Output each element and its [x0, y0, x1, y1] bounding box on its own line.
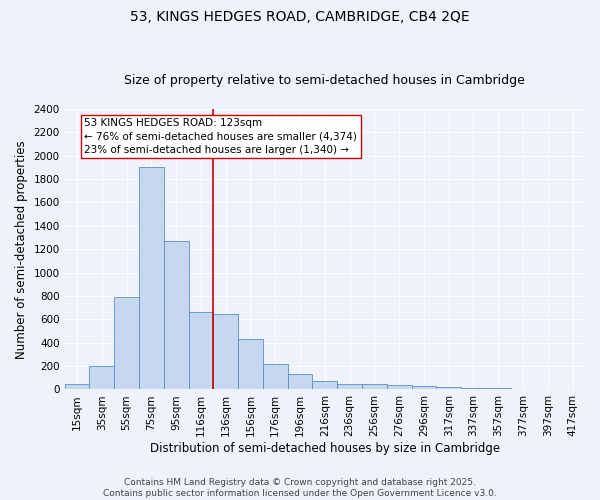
Bar [164, 241, 188, 390]
Bar [89, 366, 114, 390]
Text: Contains HM Land Registry data © Crown copyright and database right 2025.
Contai: Contains HM Land Registry data © Crown c… [103, 478, 497, 498]
Bar [139, 168, 164, 390]
Text: 53 KINGS HEDGES ROAD: 123sqm
← 76% of semi-detached houses are smaller (4,374)
2: 53 KINGS HEDGES ROAD: 123sqm ← 76% of se… [85, 118, 358, 154]
Title: Size of property relative to semi-detached houses in Cambridge: Size of property relative to semi-detach… [124, 74, 525, 87]
Bar [436, 386, 461, 390]
Bar [486, 388, 511, 390]
Text: 53, KINGS HEDGES ROAD, CAMBRIDGE, CB4 2QE: 53, KINGS HEDGES ROAD, CAMBRIDGE, CB4 2Q… [130, 10, 470, 24]
Bar [114, 297, 139, 390]
Bar [412, 386, 436, 390]
Bar [461, 388, 486, 390]
Bar [287, 374, 313, 390]
Bar [337, 384, 362, 390]
Bar [188, 312, 214, 390]
Y-axis label: Number of semi-detached properties: Number of semi-detached properties [15, 140, 28, 358]
Bar [238, 339, 263, 390]
Bar [214, 314, 238, 390]
Bar [313, 382, 337, 390]
Bar [511, 389, 535, 390]
Bar [387, 385, 412, 390]
Bar [65, 384, 89, 390]
X-axis label: Distribution of semi-detached houses by size in Cambridge: Distribution of semi-detached houses by … [150, 442, 500, 455]
Bar [362, 384, 387, 390]
Bar [263, 364, 287, 390]
